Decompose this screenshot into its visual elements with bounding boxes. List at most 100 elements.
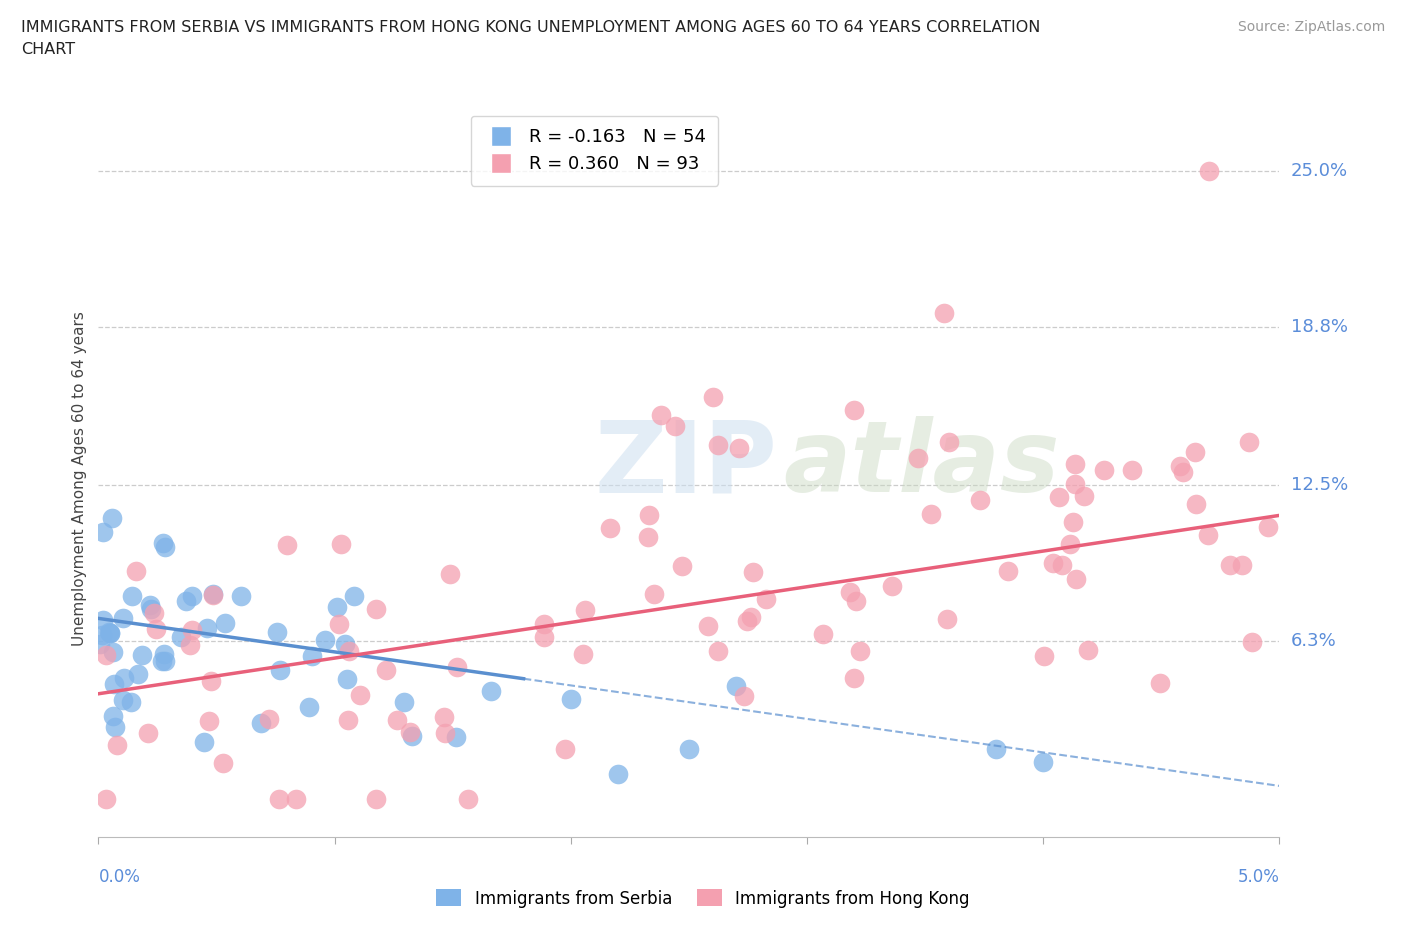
Point	[105, 737, 128, 752]
Point	[1063, 477, 1085, 492]
Point	[839, 585, 862, 600]
Point	[733, 688, 755, 703]
Point	[101, 709, 124, 724]
Point	[401, 729, 423, 744]
Point	[326, 599, 349, 614]
Point	[180, 589, 202, 604]
Point	[882, 579, 904, 594]
Point	[364, 602, 387, 617]
Point	[89, 637, 111, 652]
Text: Source: ZipAtlas.com: Source: ZipAtlas.com	[1237, 20, 1385, 34]
Point	[1042, 556, 1064, 571]
Point	[1184, 445, 1206, 459]
Point	[727, 440, 749, 455]
Point	[637, 530, 659, 545]
Point	[938, 435, 960, 450]
Point	[180, 623, 202, 638]
Point	[1047, 489, 1070, 504]
Point	[337, 644, 360, 658]
Point	[934, 306, 956, 321]
Point	[1062, 514, 1084, 529]
Point	[844, 671, 866, 685]
Point	[1230, 557, 1253, 572]
Point	[124, 564, 146, 578]
Point	[174, 593, 197, 608]
Point	[742, 565, 765, 579]
Point	[702, 390, 724, 405]
Point	[844, 403, 866, 418]
Point	[152, 646, 174, 661]
Point	[269, 791, 291, 806]
Point	[599, 520, 621, 535]
Point	[342, 589, 364, 604]
Point	[337, 713, 360, 728]
Text: 0.0%: 0.0%	[98, 868, 141, 885]
Point	[375, 663, 398, 678]
Point	[725, 679, 748, 694]
Point	[1059, 537, 1081, 551]
Point	[229, 589, 252, 604]
Point	[433, 710, 456, 724]
Point	[145, 621, 167, 636]
Point	[638, 508, 661, 523]
Point	[201, 588, 224, 603]
Point	[755, 591, 778, 606]
Text: 6.3%: 6.3%	[1291, 632, 1336, 650]
Text: 5.0%: 5.0%	[1237, 868, 1279, 885]
Point	[392, 694, 415, 709]
Point	[1121, 462, 1143, 477]
Point	[1219, 558, 1241, 573]
Point	[179, 638, 201, 653]
Point	[1066, 571, 1088, 586]
Point	[813, 627, 835, 642]
Point	[333, 636, 356, 651]
Point	[560, 691, 582, 706]
Point	[936, 612, 959, 627]
Point	[671, 558, 693, 573]
Point	[678, 741, 700, 756]
Point	[90, 628, 112, 643]
Point	[1237, 435, 1260, 450]
Point	[91, 612, 114, 627]
Point	[101, 644, 124, 659]
Point	[298, 699, 321, 714]
Point	[1064, 457, 1087, 472]
Point	[845, 594, 868, 609]
Point	[349, 687, 371, 702]
Point	[697, 618, 720, 633]
Point	[96, 647, 118, 662]
Point	[104, 719, 127, 734]
Point	[120, 695, 142, 710]
Point	[1197, 528, 1219, 543]
Point	[214, 616, 236, 631]
Point	[152, 536, 174, 551]
Point	[91, 525, 114, 539]
Point	[111, 611, 134, 626]
Text: 18.8%: 18.8%	[1291, 318, 1347, 336]
Point	[200, 673, 222, 688]
Point	[571, 646, 593, 661]
Text: 25.0%: 25.0%	[1291, 162, 1348, 180]
Point	[1033, 648, 1056, 663]
Point	[1032, 754, 1054, 769]
Point	[100, 626, 122, 641]
Point	[1240, 634, 1263, 649]
Point	[139, 601, 162, 616]
Point	[735, 613, 758, 628]
Point	[198, 713, 221, 728]
Point	[212, 755, 235, 770]
Point	[481, 684, 503, 698]
Text: IMMIGRANTS FROM SERBIA VS IMMIGRANTS FROM HONG KONG UNEMPLOYMENT AMONG AGES 60 T: IMMIGRANTS FROM SERBIA VS IMMIGRANTS FRO…	[21, 20, 1040, 35]
Point	[607, 766, 630, 781]
Point	[997, 564, 1019, 578]
Point	[664, 418, 686, 433]
Point	[193, 735, 215, 750]
Point	[142, 605, 165, 620]
Point	[707, 644, 730, 658]
Point	[366, 791, 388, 806]
Point	[112, 671, 135, 685]
Point	[328, 617, 350, 631]
Legend: Immigrants from Serbia, Immigrants from Hong Kong: Immigrants from Serbia, Immigrants from …	[430, 883, 976, 914]
Point	[121, 588, 143, 603]
Point	[533, 617, 555, 631]
